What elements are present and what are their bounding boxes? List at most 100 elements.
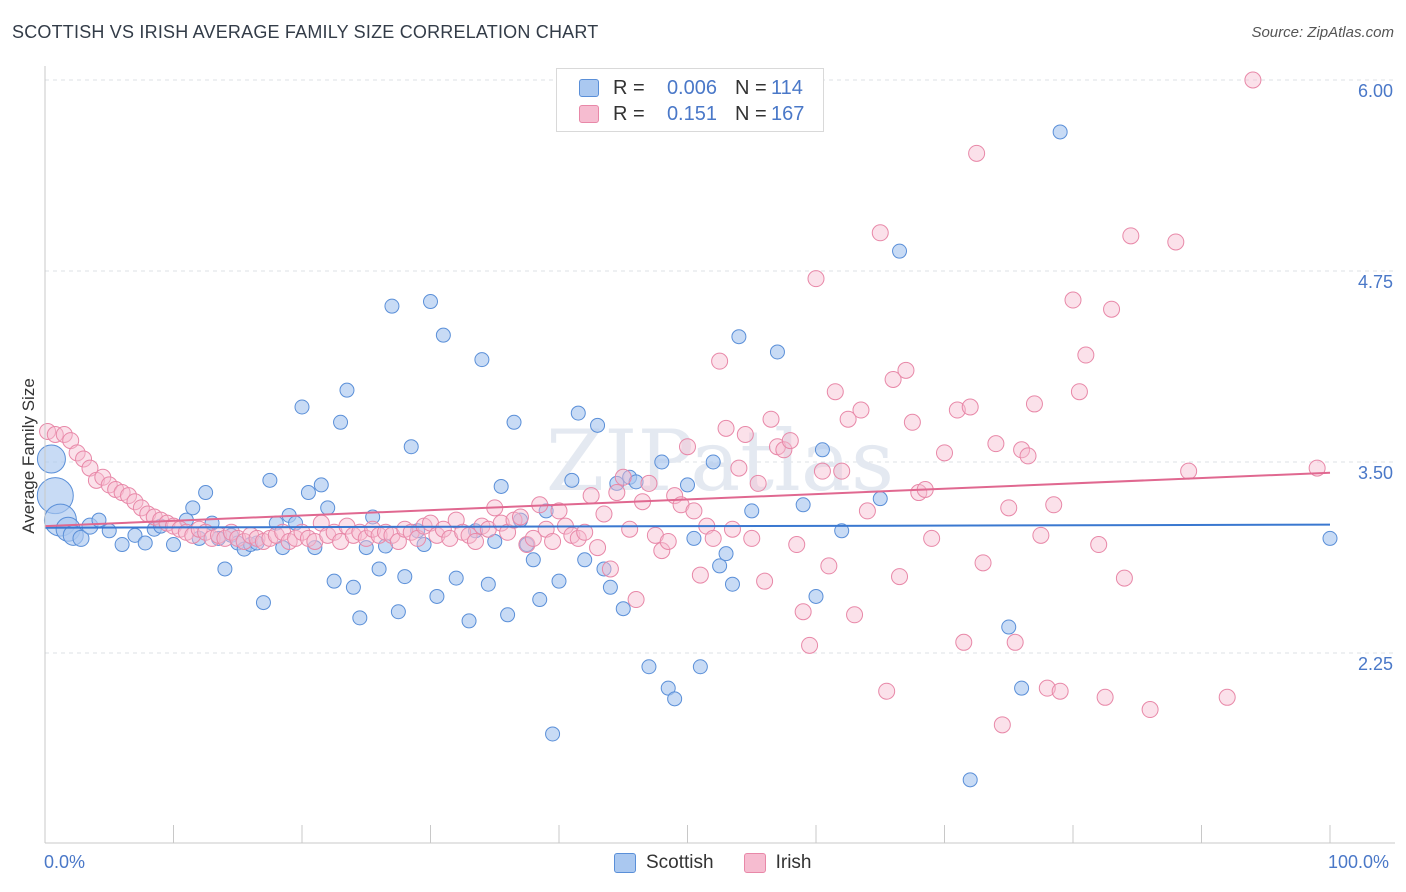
scottish-point	[744, 503, 760, 519]
irish-point	[813, 462, 831, 480]
irish-point	[595, 505, 613, 523]
irish-point	[974, 554, 992, 572]
irish-point	[801, 636, 819, 654]
irish-point	[1070, 383, 1088, 401]
legend-item-scottish[interactable]: Scottish	[614, 852, 714, 874]
series-legend: Scottish Irish	[614, 852, 842, 874]
irish-point	[762, 410, 780, 428]
scottish-point	[339, 382, 355, 398]
irish-point	[723, 520, 741, 538]
scottish-point	[166, 537, 181, 553]
irish-point	[608, 484, 626, 502]
irish-point	[807, 270, 825, 288]
scottish-point	[217, 561, 233, 577]
scottish-point	[795, 497, 811, 513]
irish-point	[891, 568, 909, 586]
scottish-point	[352, 610, 368, 626]
scottish-point	[416, 537, 432, 553]
irish-point	[685, 502, 703, 520]
y-tick-label: 6.00	[1358, 81, 1393, 101]
scottish-point	[712, 558, 728, 574]
irish-point	[1141, 701, 1159, 719]
irish-point	[736, 425, 754, 443]
irish-point	[858, 502, 876, 520]
scottish-point	[962, 772, 978, 788]
irish-point	[955, 633, 973, 651]
scottish-point	[814, 442, 830, 458]
irish-point	[936, 444, 953, 462]
scottish-point	[313, 477, 329, 493]
irish-point	[569, 529, 587, 547]
scottish-point	[461, 613, 477, 629]
scottish-point	[320, 500, 336, 516]
scottish-point	[423, 294, 438, 310]
irish-point	[1032, 526, 1050, 544]
irish-point	[871, 224, 889, 242]
scottish-legend-swatch	[614, 853, 636, 873]
irish-point	[1115, 569, 1133, 587]
scottish-point	[590, 417, 606, 433]
irish-point	[1180, 462, 1198, 480]
y-tick-label: 4.75	[1358, 272, 1393, 292]
legend-item-irish[interactable]: Irish	[743, 852, 812, 874]
scottish-point	[137, 535, 153, 551]
legend-r-label: R =	[613, 102, 645, 125]
legend-r-label: R =	[613, 76, 645, 99]
irish-point	[878, 682, 896, 700]
scottish-point	[680, 477, 695, 493]
irish-point	[884, 370, 902, 388]
irish-point	[351, 523, 369, 541]
x-axis-min-label: 0.0%	[44, 852, 86, 872]
legend-n-value: 114	[771, 76, 803, 99]
scottish-point	[545, 726, 561, 742]
scottish-point	[808, 588, 824, 604]
irish-point	[1077, 346, 1095, 364]
irish-point	[961, 398, 979, 416]
irish-point	[1019, 447, 1037, 465]
scottish-point	[1322, 530, 1338, 546]
irish-point	[1045, 496, 1063, 514]
scottish-point	[255, 595, 271, 611]
irish-point	[1013, 441, 1031, 459]
irish-point	[653, 542, 671, 560]
irish-point	[781, 432, 799, 450]
irish-point	[794, 603, 812, 621]
irish-point	[1000, 499, 1018, 517]
scottish-point	[602, 579, 618, 595]
irish-point	[357, 529, 375, 547]
scottish-point	[300, 485, 316, 501]
scottish-point	[718, 546, 734, 562]
irish-point	[704, 529, 722, 547]
scottish-point	[641, 659, 657, 675]
irish-point	[968, 144, 986, 162]
scottish-point	[500, 607, 516, 623]
scottish-point	[564, 472, 580, 488]
scottish-point	[72, 529, 90, 547]
irish-point	[852, 401, 870, 419]
scottish-point	[519, 537, 535, 553]
irish-point	[46, 425, 64, 443]
source-label: Source: ZipAtlas.com	[1251, 24, 1394, 41]
scottish-point	[307, 540, 323, 556]
scottish-point	[551, 573, 567, 589]
irish-point	[993, 716, 1011, 734]
irish-point	[1038, 679, 1056, 697]
scottish-point	[654, 454, 670, 470]
irish-point	[679, 438, 696, 456]
irish-point	[222, 523, 240, 541]
irish-point	[68, 444, 86, 462]
irish-point	[839, 410, 857, 428]
irish-point	[1218, 688, 1236, 706]
legend-r-value: 0.006	[666, 76, 717, 99]
irish-point	[903, 413, 921, 431]
irish-point	[833, 462, 851, 480]
scottish-point	[615, 601, 631, 617]
scottish-point	[705, 454, 721, 470]
irish-point	[518, 536, 536, 554]
irish-point	[466, 532, 484, 550]
scottish-point	[480, 576, 496, 592]
irish-point	[948, 401, 966, 419]
irish-point	[582, 487, 600, 505]
scottish-point	[724, 576, 740, 592]
